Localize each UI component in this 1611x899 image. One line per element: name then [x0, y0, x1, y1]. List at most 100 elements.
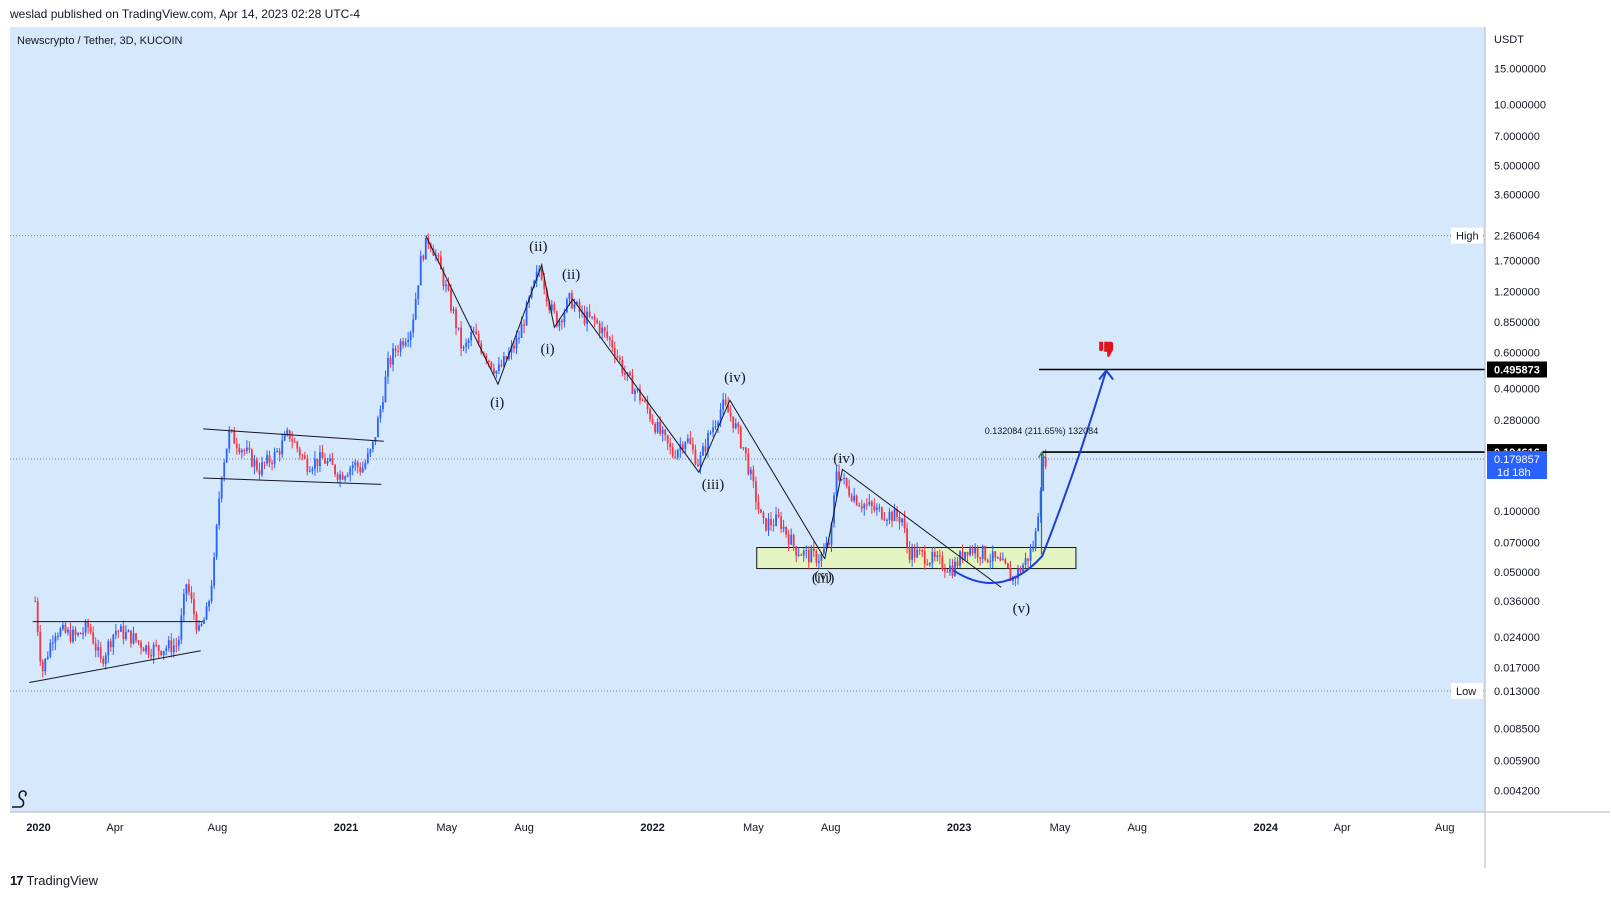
candle-body: [593, 316, 596, 321]
y-tick-label: 1.200000: [1494, 286, 1540, 298]
last-price-value: 0.179857: [1494, 454, 1540, 466]
candle-body: [500, 364, 503, 367]
candle-body: [618, 357, 621, 360]
candle-body: [1029, 549, 1032, 561]
candle-body: [205, 606, 208, 620]
candle-body: [220, 477, 223, 499]
candle-body: [374, 437, 377, 442]
candle-body: [623, 373, 626, 375]
candle-body: [87, 621, 90, 628]
candle-body: [170, 640, 173, 653]
candle-body: [46, 656, 49, 659]
candle-body: [933, 552, 936, 557]
candle-body: [200, 623, 203, 626]
candle-body: [749, 469, 752, 475]
candle-body: [442, 269, 445, 287]
candle-body: [936, 555, 939, 557]
candle-body: [636, 389, 639, 391]
candle-body: [132, 633, 135, 644]
candle-body: [540, 269, 543, 280]
candle-body: [102, 658, 105, 665]
y-tick-label: 0.600000: [1494, 348, 1540, 360]
candle-body: [193, 599, 195, 615]
candle-body: [107, 641, 110, 656]
drawing-tools-icon[interactable]: [12, 790, 27, 808]
x-tick-label: May: [436, 822, 457, 834]
candle-body: [855, 495, 858, 505]
x-tick-label: Aug: [1127, 822, 1147, 834]
chart-container[interactable]: High Low 0.132084 (211.65%) 132084 (i) (ii)…: [10, 27, 1610, 868]
candle-body: [182, 593, 185, 616]
projection-curve: [952, 370, 1108, 584]
trend-line: [29, 650, 201, 684]
x-tick-label: Apr: [106, 822, 123, 834]
candle-body: [901, 518, 903, 523]
y-tick-label: 0.850000: [1494, 317, 1540, 329]
candle-body: [976, 548, 979, 558]
candle-body: [344, 476, 347, 480]
candle-body: [926, 564, 929, 566]
candle-body: [825, 542, 828, 550]
high-value-label: 2.260064: [1494, 231, 1540, 243]
price-chart[interactable]: High Low 0.132084 (211.65%) 132084 (i) (ii)…: [10, 27, 1610, 868]
y-tick-label: 0.070000: [1494, 537, 1540, 549]
last-price-countdown: 1d 18h: [1497, 467, 1531, 479]
candle-body: [596, 320, 599, 324]
candle-body: [873, 505, 876, 511]
candle-body: [223, 462, 226, 478]
candle-body: [245, 447, 248, 451]
x-tick-label: Aug: [514, 822, 534, 834]
candle-body: [722, 399, 725, 410]
candle-body: [573, 303, 576, 309]
candle-body: [339, 474, 342, 480]
low-label: Low: [1456, 686, 1476, 698]
candle-body: [913, 548, 916, 558]
measure-arrowhead: [1037, 451, 1046, 459]
candle-body: [51, 642, 54, 644]
candle-body: [724, 399, 727, 405]
candle-body: [848, 486, 851, 496]
candle-body: [84, 621, 87, 633]
wave-label: (ii): [562, 267, 580, 283]
candle-body: [664, 429, 667, 436]
candle-body: [56, 635, 59, 637]
candle-body: [97, 647, 100, 651]
candle-body: [981, 546, 984, 559]
candle-body: [702, 446, 704, 456]
candle-body: [931, 552, 934, 564]
candle-body: [228, 429, 231, 449]
candle-body: [629, 372, 631, 376]
candle-body: [601, 327, 604, 334]
candle-body: [203, 619, 205, 624]
candle-body: [36, 601, 39, 632]
wave-label: (iii): [812, 570, 835, 586]
candle-body: [563, 312, 566, 323]
candle-body: [704, 446, 707, 452]
candle-body: [286, 430, 289, 435]
y-tick-label: 0.008500: [1494, 723, 1540, 735]
candle-body: [142, 648, 145, 652]
candle-body: [875, 507, 878, 511]
candle-body: [402, 341, 405, 346]
candle-body: [817, 561, 820, 563]
candle-body: [74, 629, 77, 635]
candle-body: [709, 432, 712, 434]
candle-body: [54, 636, 57, 643]
candle-body: [760, 509, 762, 513]
wave-label: (iv): [724, 370, 746, 386]
candle-body: [938, 555, 941, 557]
candle-body: [1042, 457, 1045, 491]
candle-body: [1044, 457, 1047, 467]
y-tick-label: 10.000000: [1494, 99, 1546, 111]
candle-body: [518, 337, 520, 339]
y-tick-label: 0.024000: [1494, 632, 1540, 644]
candle-body: [351, 465, 354, 469]
candle-body: [135, 633, 137, 641]
candle-body: [888, 511, 891, 520]
candle-body: [908, 547, 911, 560]
candle-body: [503, 356, 505, 367]
candle-body: [465, 342, 468, 347]
candle-body: [598, 323, 601, 334]
candle-body: [986, 559, 989, 562]
x-tick-label: Apr: [1334, 822, 1351, 834]
